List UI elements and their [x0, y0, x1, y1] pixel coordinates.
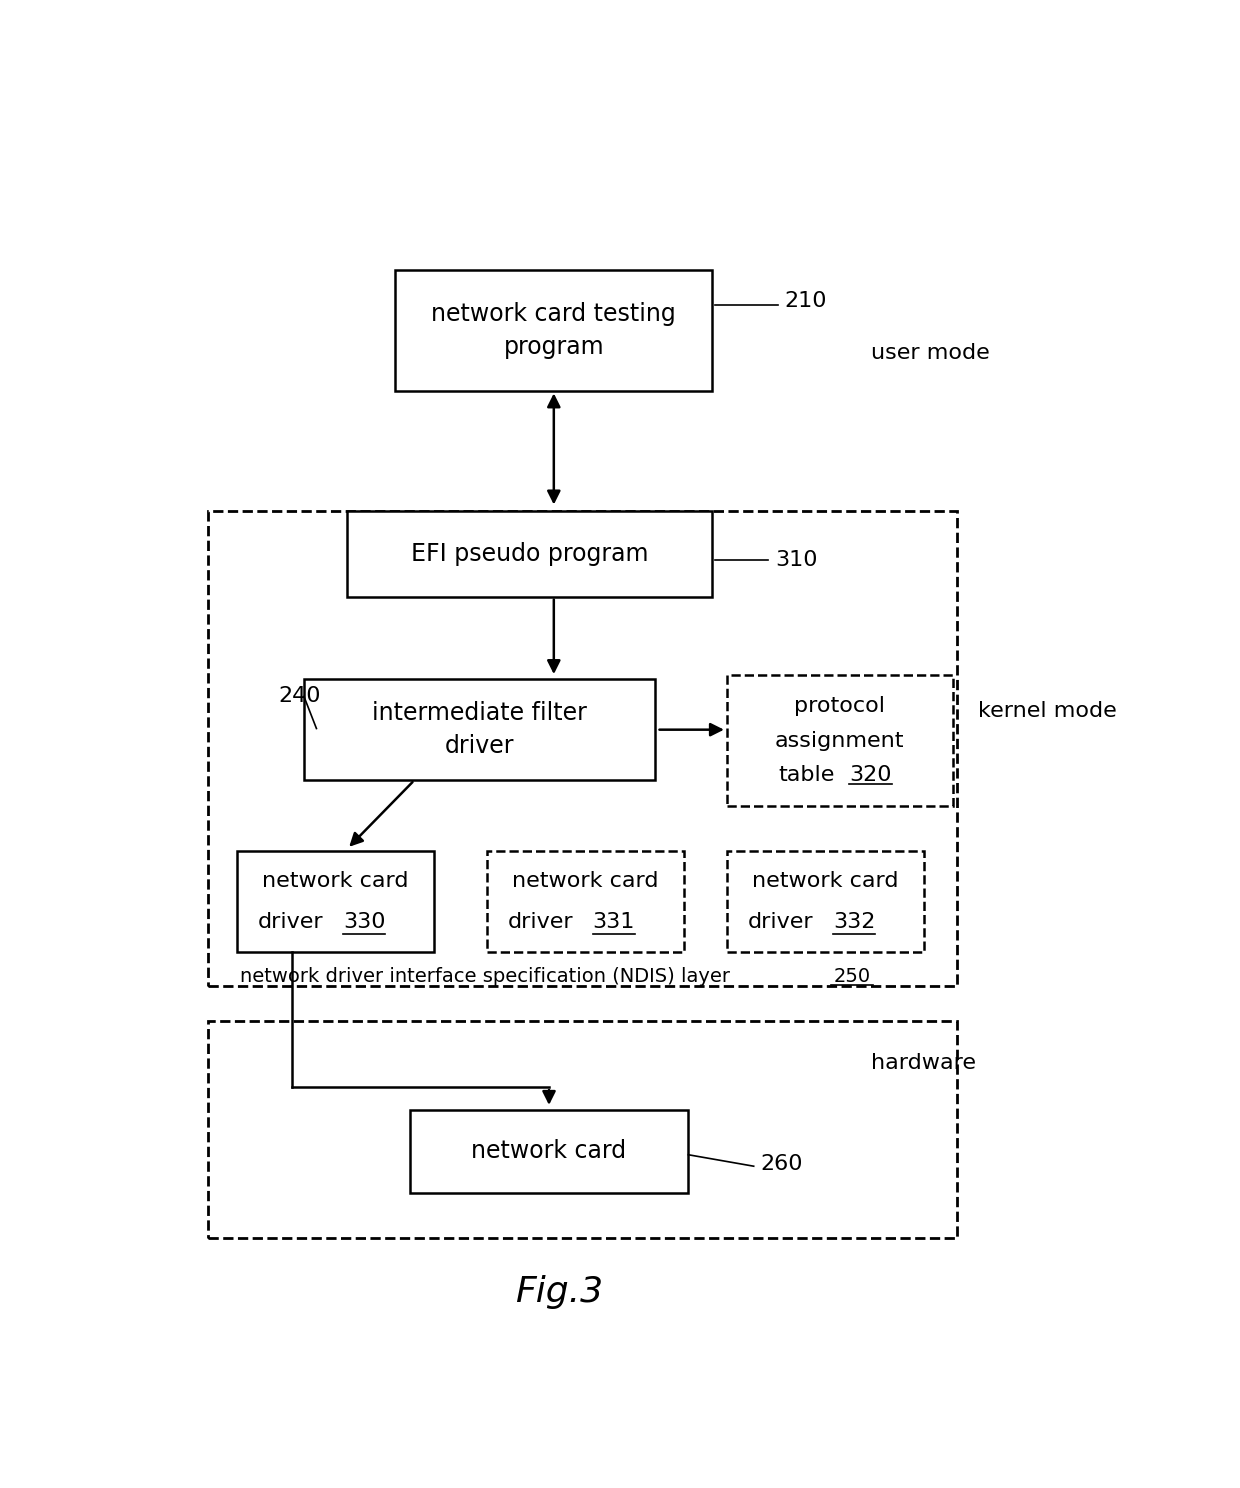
- Text: EFI pseudo program: EFI pseudo program: [410, 542, 649, 565]
- Text: 260: 260: [760, 1153, 804, 1174]
- Text: network driver interface specification (NDIS) layer: network driver interface specification (…: [239, 967, 735, 985]
- Text: 210: 210: [785, 292, 827, 311]
- Text: intermediate filter
driver: intermediate filter driver: [372, 701, 587, 759]
- Text: 320: 320: [849, 765, 892, 786]
- Text: 310: 310: [775, 551, 817, 570]
- FancyBboxPatch shape: [347, 510, 713, 597]
- FancyBboxPatch shape: [727, 851, 924, 952]
- Text: network card: network card: [471, 1140, 626, 1164]
- Text: Fig.3: Fig.3: [515, 1275, 603, 1309]
- Text: assignment: assignment: [775, 731, 904, 750]
- Text: driver: driver: [748, 912, 813, 931]
- Text: user mode: user mode: [870, 342, 990, 363]
- FancyBboxPatch shape: [486, 851, 683, 952]
- FancyBboxPatch shape: [237, 851, 434, 952]
- Text: network card: network card: [262, 870, 408, 891]
- Text: driver: driver: [508, 912, 574, 931]
- FancyBboxPatch shape: [208, 510, 957, 987]
- FancyBboxPatch shape: [396, 271, 713, 390]
- Text: 250: 250: [833, 967, 870, 985]
- Text: kernel mode: kernel mode: [977, 701, 1116, 722]
- Text: network card: network card: [512, 870, 658, 891]
- FancyBboxPatch shape: [208, 1021, 957, 1238]
- Text: 330: 330: [342, 912, 386, 931]
- Text: hardware: hardware: [870, 1054, 976, 1073]
- FancyBboxPatch shape: [304, 679, 655, 780]
- FancyBboxPatch shape: [409, 1110, 688, 1192]
- Text: driver: driver: [258, 912, 324, 931]
- Text: network card testing
program: network card testing program: [432, 302, 676, 359]
- Text: network card: network card: [751, 870, 899, 891]
- Text: 332: 332: [833, 912, 875, 931]
- Text: table: table: [779, 765, 835, 786]
- FancyBboxPatch shape: [727, 674, 952, 806]
- Text: 240: 240: [278, 686, 320, 707]
- Text: 331: 331: [593, 912, 635, 931]
- Text: protocol: protocol: [794, 696, 885, 716]
